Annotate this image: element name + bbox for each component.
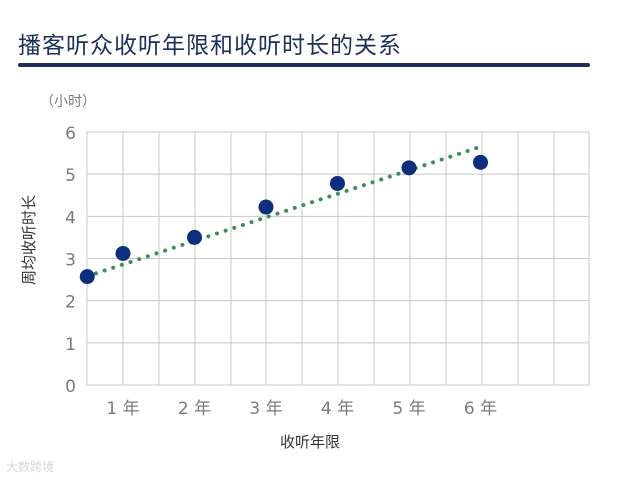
y-unit-label: （小时）	[40, 94, 96, 110]
axis-layer: 0 1 2 3 4 5 6 1 年 2 年 3 年 4 年 5 年 6 年	[65, 124, 497, 419]
y-tick-label: 1	[65, 335, 76, 355]
grid-layer	[86, 131, 590, 386]
title-underline	[18, 63, 590, 67]
x-tick-label: 5 年	[392, 399, 425, 419]
x-tick-label: 6 年	[464, 399, 497, 419]
x-tick-label: 4 年	[321, 399, 354, 419]
data-point	[330, 175, 345, 191]
y-tick-label: 6	[65, 124, 76, 144]
y-tick-label: 0	[65, 377, 76, 397]
y-axis-title: 周均收听时长	[20, 195, 38, 285]
x-axis-title: 收听年限	[280, 433, 340, 451]
x-tick-label: 3 年	[249, 399, 282, 419]
data-point	[473, 154, 488, 170]
y-tick-label: 4	[65, 208, 76, 228]
data-point	[258, 199, 274, 215]
trend-line	[85, 144, 483, 279]
y-tick-label: 5	[65, 166, 76, 186]
data-point	[401, 160, 417, 176]
chart-title: 播客听众收听年限和收听时长的关系	[18, 33, 402, 59]
trend-layer	[85, 144, 483, 279]
x-tick-label: 1 年	[106, 399, 139, 419]
x-tick-label: 2 年	[178, 399, 211, 419]
data-point	[115, 245, 131, 261]
y-tick-label: 3	[65, 251, 76, 271]
watermark-text: 大数跨境	[6, 460, 55, 474]
data-point	[187, 229, 202, 245]
point-layer	[79, 154, 488, 285]
data-point	[79, 269, 95, 285]
y-tick-label: 2	[65, 293, 76, 313]
